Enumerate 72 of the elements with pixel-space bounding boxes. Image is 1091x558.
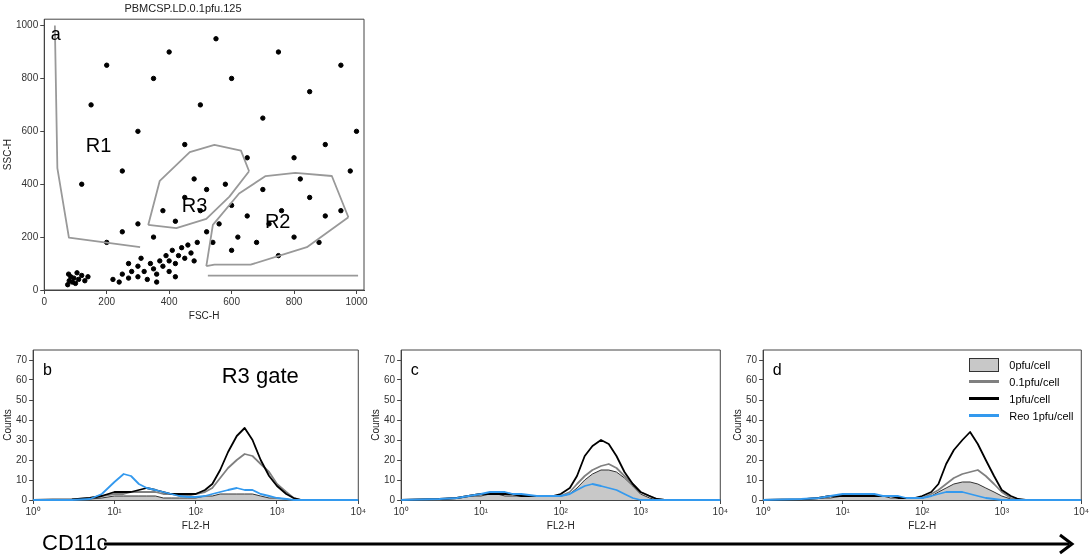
y-tick-label: 10 xyxy=(746,473,758,485)
x-tick-label: 10² xyxy=(188,505,204,517)
legend-label: 0pfu/cell xyxy=(1009,358,1051,371)
annotation: R1 xyxy=(85,133,112,156)
x-tick-label: 800 xyxy=(285,295,303,307)
y-tick-label: 70 xyxy=(384,353,396,365)
y-tick-label: 400 xyxy=(21,177,39,189)
annotation: b xyxy=(42,361,52,379)
legend-label: Reo 1pfu/cell xyxy=(1009,409,1074,422)
annotation: R2 xyxy=(264,209,291,232)
legend-label: 1pfu/cell xyxy=(1009,392,1051,405)
x-tick-label: 10⁰ xyxy=(25,505,41,517)
y-axis-title: Counts xyxy=(731,409,743,441)
annotation: R3 gate xyxy=(221,363,299,389)
y-tick-label: 30 xyxy=(384,433,396,445)
x-tick-label: 10⁰ xyxy=(755,505,771,517)
y-tick-label: 50 xyxy=(384,393,396,405)
x-tick-label: 400 xyxy=(160,295,178,307)
y-tick-label: 600 xyxy=(21,125,39,137)
y-tick-label: 20 xyxy=(16,453,28,465)
annotation: d xyxy=(772,361,782,379)
y-tick-label: 0 xyxy=(21,493,28,505)
x-tick-label: 10¹ xyxy=(473,505,489,517)
legend-label: 0.1pfu/cell xyxy=(1009,375,1060,388)
y-tick-label: 60 xyxy=(16,373,28,385)
x-axis-title: FL2-H xyxy=(181,519,210,531)
y-tick-label: 20 xyxy=(384,453,396,465)
y-axis-title: Counts xyxy=(369,409,381,441)
y-tick-label: 0 xyxy=(389,493,396,505)
x-axis-title: FSC-H xyxy=(188,309,220,321)
x-axis-title: FL2-H xyxy=(908,519,937,531)
y-tick-label: 40 xyxy=(746,413,758,425)
x-tick-label: 600 xyxy=(223,295,241,307)
x-tick-label: 10⁴ xyxy=(1073,505,1089,517)
y-tick-label: 30 xyxy=(16,433,28,445)
y-tick-label: 200 xyxy=(21,230,39,242)
y-tick-label: 70 xyxy=(16,353,28,365)
y-tick-label: 20 xyxy=(746,453,758,465)
y-tick-label: 0 xyxy=(751,493,758,505)
y-tick-label: 1000 xyxy=(16,19,39,31)
y-tick-label: 10 xyxy=(384,473,396,485)
y-tick-label: 70 xyxy=(746,353,758,365)
x-tick-label: 10¹ xyxy=(835,505,851,517)
y-tick-label: 50 xyxy=(746,393,758,405)
x-tick-label: 200 xyxy=(98,295,116,307)
y-tick-label: 10 xyxy=(16,473,28,485)
y-axis-title: Counts xyxy=(1,409,13,441)
y-tick-label: 40 xyxy=(16,413,28,425)
y-tick-label: 60 xyxy=(746,373,758,385)
x-tick-label: 10¹ xyxy=(107,505,123,517)
x-axis-title: FL2-H xyxy=(546,519,575,531)
x-tick-label: 10² xyxy=(914,505,931,517)
chart-title: PBMCSP.LD.0.1pfu.125 xyxy=(124,1,242,14)
y-tick-label: 40 xyxy=(384,413,396,425)
x-tick-label: 0 xyxy=(41,295,48,307)
x-tick-label: 10³ xyxy=(994,505,1010,517)
x-tick-label: 10³ xyxy=(269,505,285,517)
x-tick-label: 10⁴ xyxy=(350,505,366,517)
y-tick-label: 0 xyxy=(32,283,39,295)
y-tick-label: 50 xyxy=(16,393,28,405)
y-tick-label: 60 xyxy=(384,373,396,385)
x-tick-label: 1000 xyxy=(345,295,369,307)
y-axis-title: SSC-H xyxy=(1,139,13,171)
x-tick-label: 10³ xyxy=(633,505,649,517)
annotation: a xyxy=(50,24,62,45)
y-tick-label: 30 xyxy=(746,433,758,445)
annotation: c xyxy=(410,361,419,379)
text: CD11c xyxy=(42,530,108,556)
y-tick-label: 800 xyxy=(21,72,39,84)
x-tick-label: 10² xyxy=(553,505,569,517)
x-tick-label: 10⁴ xyxy=(712,505,728,517)
x-tick-label: 10⁰ xyxy=(393,505,409,517)
